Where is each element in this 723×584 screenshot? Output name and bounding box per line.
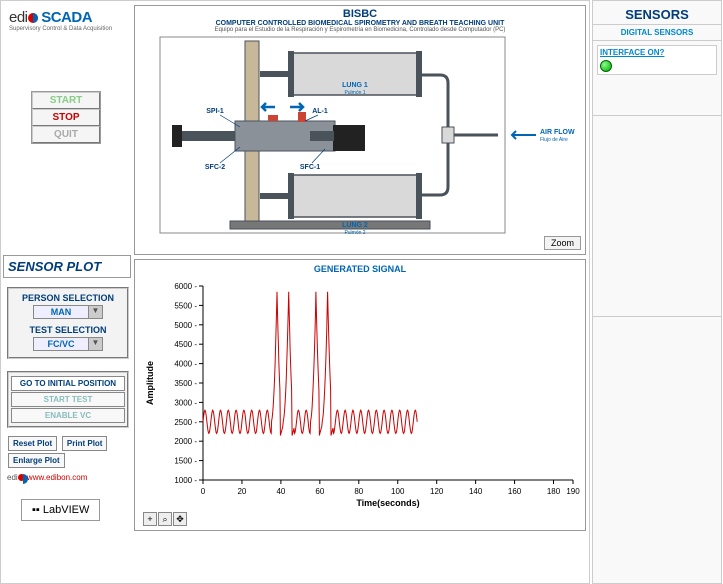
person-selection-value: MAN bbox=[34, 306, 88, 318]
svg-text:180: 180 bbox=[547, 487, 561, 496]
sensors-subtitle: DIGITAL SENSORS bbox=[593, 25, 721, 41]
start-test-button[interactable]: START TEST bbox=[11, 392, 125, 407]
dropdown-arrow-icon: ▼ bbox=[88, 338, 102, 350]
svg-text:1000 -: 1000 - bbox=[174, 476, 197, 485]
test-selection-label: TEST SELECTION bbox=[11, 323, 125, 337]
svg-text:AIR FLOW: AIR FLOW bbox=[540, 129, 575, 136]
test-selection-dropdown[interactable]: FC/VC ▼ bbox=[33, 337, 103, 351]
logo-dot-icon bbox=[28, 13, 38, 23]
person-selection-label: PERSON SELECTION bbox=[11, 291, 125, 305]
chart-toolbar: + ⌕ ✥ bbox=[143, 512, 187, 526]
dropdown-arrow-icon: ▼ bbox=[88, 306, 102, 318]
svg-text:2000 -: 2000 - bbox=[174, 437, 197, 446]
diagram-title: BISBC bbox=[135, 6, 585, 20]
diagram-panel: BISBC COMPUTER CONTROLLED BIOMEDICAL SPI… bbox=[134, 5, 586, 255]
svg-text:20: 20 bbox=[237, 487, 246, 496]
reset-plot-button[interactable]: Reset Plot bbox=[8, 436, 57, 451]
svg-text:1500 -: 1500 - bbox=[174, 457, 197, 466]
svg-text:5000 -: 5000 - bbox=[174, 321, 197, 330]
chart-svg: 1000 - 1500 - 2000 - 2500 - 3000 - 3500 - 4000… bbox=[135, 278, 585, 510]
svg-text:140: 140 bbox=[469, 487, 483, 496]
plot-buttons: Reset Plot Print Plot Enlarge Plot bbox=[7, 435, 129, 469]
start-button[interactable]: START bbox=[32, 92, 100, 109]
selection-panel: PERSON SELECTION MAN ▼ TEST SELECTION FC… bbox=[7, 287, 129, 359]
print-plot-button[interactable]: Print Plot bbox=[62, 436, 108, 451]
interface-label: INTERFACE ON? bbox=[600, 48, 714, 57]
sensors-title: SENSORS bbox=[593, 1, 721, 25]
logo-suffix: SCADA bbox=[41, 9, 92, 26]
svg-text:Flujo de Aire: Flujo de Aire bbox=[540, 137, 568, 143]
logo: edi SCADA Supervisory Control & Data Acq… bbox=[9, 9, 124, 32]
svg-text:Amplitude: Amplitude bbox=[145, 361, 155, 405]
chart-panel: GENERATED SIGNAL 1000 - 1500 - 2000 - 2500 … bbox=[134, 259, 586, 531]
zoom-button[interactable]: Zoom bbox=[544, 236, 581, 250]
diagram-svg: AIR FLOWFlujo de Aire LUNG 1Pulmón 1 LUNG … bbox=[140, 35, 580, 235]
test-panel: GO TO INITIAL POSITION START TEST ENABLE… bbox=[7, 371, 129, 428]
svg-text:4000 -: 4000 - bbox=[174, 360, 197, 369]
svg-text:5500 -: 5500 - bbox=[174, 301, 197, 310]
logo-dot-icon bbox=[18, 474, 25, 481]
edibon-link: edi www.edibon.com bbox=[7, 473, 87, 482]
svg-text:Time(seconds): Time(seconds) bbox=[356, 498, 419, 508]
initial-position-button[interactable]: GO TO INITIAL POSITION bbox=[11, 376, 125, 391]
svg-text:100: 100 bbox=[391, 487, 405, 496]
main-area: edi SCADA Supervisory Control & Data Acq… bbox=[0, 0, 590, 584]
person-selection-dropdown[interactable]: MAN ▼ bbox=[33, 305, 103, 319]
sensors-panel: SENSORS DIGITAL SENSORS INTERFACE ON? bbox=[592, 0, 722, 584]
interface-indicator: INTERFACE ON? bbox=[597, 45, 717, 75]
diagram-subtitle-es: Equipo para el Estudio de la Respiración… bbox=[135, 27, 585, 35]
svg-text:LUNG 2: LUNG 2 bbox=[342, 222, 368, 229]
divider bbox=[593, 115, 721, 116]
svg-text:160: 160 bbox=[508, 487, 522, 496]
interface-led-icon bbox=[600, 60, 612, 72]
labview-badge: ▪▪ LabVIEW bbox=[21, 499, 100, 521]
svg-text:0: 0 bbox=[201, 487, 206, 496]
svg-text:SFC-1: SFC-1 bbox=[300, 164, 320, 171]
chart-tool-crosshair-icon[interactable]: + bbox=[143, 512, 157, 526]
quit-button[interactable]: QUIT bbox=[32, 126, 100, 143]
svg-text:2500 -: 2500 - bbox=[174, 418, 197, 427]
svg-text:SPI-1: SPI-1 bbox=[206, 108, 224, 115]
svg-text:Pulmón 1: Pulmón 1 bbox=[344, 90, 365, 96]
enlarge-plot-button[interactable]: Enlarge Plot bbox=[8, 453, 65, 468]
logo-tagline: Supervisory Control & Data Acquisition bbox=[9, 26, 124, 32]
chart-tool-pan-icon[interactable]: ✥ bbox=[173, 512, 187, 526]
svg-text:80: 80 bbox=[354, 487, 363, 496]
edibon-url[interactable]: www.edibon.com bbox=[27, 473, 87, 482]
test-selection-value: FC/VC bbox=[34, 338, 88, 350]
svg-text:3000 -: 3000 - bbox=[174, 398, 197, 407]
enable-vc-button[interactable]: ENABLE VC bbox=[11, 408, 125, 423]
svg-text:40: 40 bbox=[276, 487, 285, 496]
control-buttons: START STOP QUIT bbox=[31, 91, 101, 144]
chart-title: GENERATED SIGNAL bbox=[135, 260, 585, 278]
svg-text:4500 -: 4500 - bbox=[174, 340, 197, 349]
svg-text:120: 120 bbox=[430, 487, 444, 496]
stop-button[interactable]: STOP bbox=[32, 109, 100, 126]
svg-text:60: 60 bbox=[315, 487, 324, 496]
svg-text:LUNG 1: LUNG 1 bbox=[342, 82, 368, 89]
svg-text:AL-1: AL-1 bbox=[312, 108, 328, 115]
diagram-subtitle: COMPUTER CONTROLLED BIOMEDICAL SPIROMETR… bbox=[135, 20, 585, 27]
divider bbox=[593, 316, 721, 516]
svg-text:SFC-2: SFC-2 bbox=[205, 164, 225, 171]
svg-text:Pulmón 2: Pulmón 2 bbox=[344, 230, 365, 235]
svg-text:190: 190 bbox=[566, 487, 580, 496]
logo-prefix: edi bbox=[9, 9, 28, 26]
chart-tool-zoom-icon[interactable]: ⌕ bbox=[158, 512, 172, 526]
svg-text:3500 -: 3500 - bbox=[174, 379, 197, 388]
svg-text:6000 -: 6000 - bbox=[174, 282, 197, 291]
sensor-plot-header: SENSOR PLOT bbox=[3, 255, 131, 278]
